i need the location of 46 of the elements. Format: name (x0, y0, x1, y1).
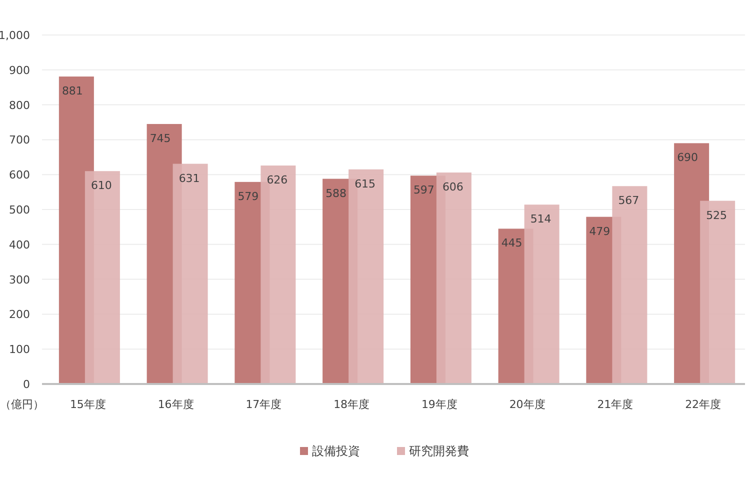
data-label: 610 (90, 179, 112, 192)
y-tick-label: 700 (9, 134, 30, 147)
data-label: 579 (238, 190, 259, 203)
bar (436, 172, 472, 384)
bar (260, 166, 296, 384)
y-tick-label: 400 (9, 238, 30, 252)
x-tick-label: 22年度 (685, 398, 722, 411)
data-label: 626 (266, 174, 288, 187)
y-axis-title: （億円） (0, 398, 44, 411)
data-label: 514 (530, 212, 552, 226)
y-tick-label: 1,000 (0, 29, 30, 42)
y-tick-label: 500 (9, 204, 30, 216)
legend-label: 設備投資 (312, 444, 360, 458)
data-label: 631 (178, 172, 200, 185)
bar (84, 171, 120, 384)
data-label: 881 (62, 84, 83, 98)
x-tick-label: 20年度 (509, 398, 546, 411)
data-label: 567 (618, 194, 640, 208)
data-label: 615 (354, 177, 376, 190)
y-tick-label: 0 (23, 378, 30, 391)
y-tick-label: 600 (9, 168, 30, 182)
data-label: 588 (326, 186, 347, 200)
bar (524, 204, 560, 384)
x-tick-label: 16年度 (158, 398, 194, 411)
data-label: 479 (589, 224, 610, 238)
data-label: 690 (677, 151, 698, 164)
x-tick-label: 15年度 (70, 398, 106, 411)
data-label: 445 (501, 236, 522, 250)
y-tick-label: 100 (9, 343, 30, 356)
x-tick-label: 18年度 (334, 398, 370, 411)
bar (700, 200, 736, 384)
x-tick-label: 19年度 (421, 398, 458, 411)
y-tick-label: 900 (9, 64, 30, 77)
y-tick-label: 200 (9, 308, 30, 322)
bar (348, 169, 384, 384)
data-label: 606 (442, 180, 464, 194)
data-label: 745 (150, 132, 171, 145)
legend-label: 研究開発費 (409, 444, 469, 458)
x-tick-label: 21年度 (597, 398, 634, 411)
y-tick-label: 800 (9, 98, 30, 112)
x-tick-label: 17年度 (246, 398, 282, 411)
data-label: 525 (706, 208, 728, 222)
data-label: 597 (413, 184, 434, 197)
y-tick-label: 300 (9, 273, 30, 286)
bar (172, 164, 208, 384)
bar (612, 186, 648, 384)
